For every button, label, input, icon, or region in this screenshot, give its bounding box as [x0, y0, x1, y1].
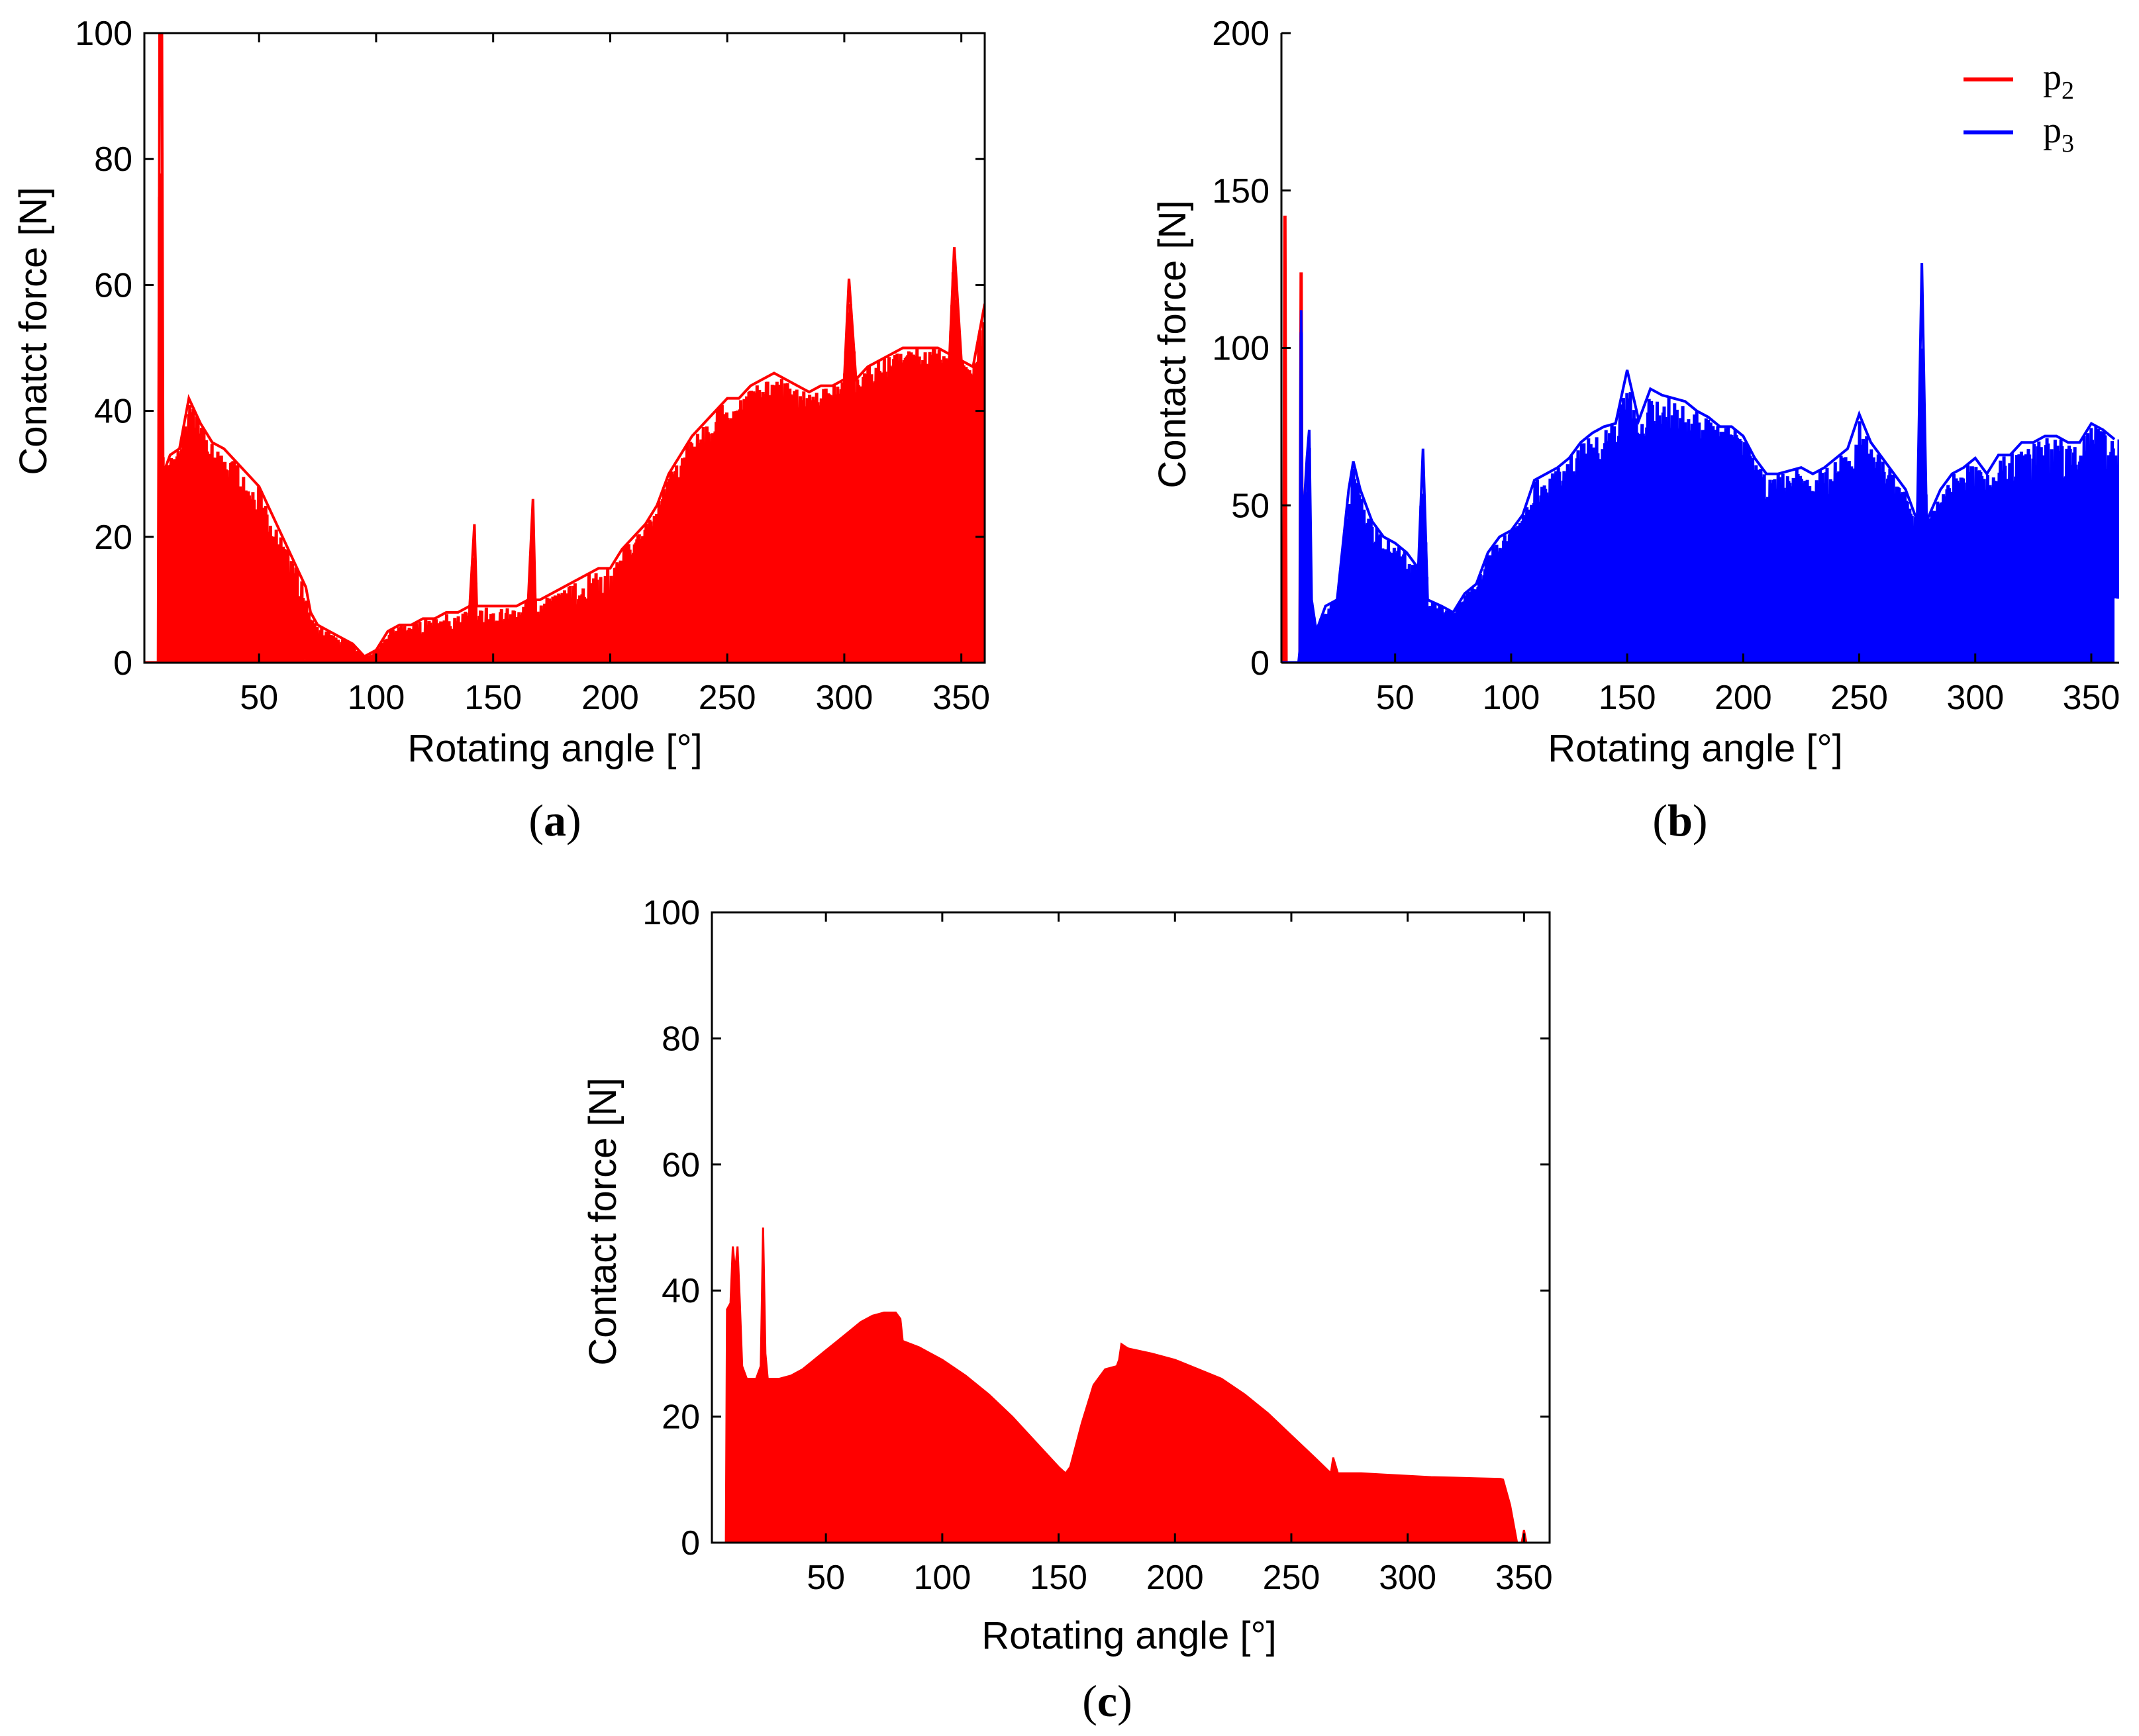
plot-area-b [1281, 215, 2119, 663]
axes-box-c [711, 911, 1551, 1544]
x-tick-label-a-250: 250 [699, 679, 756, 717]
y-tick-label-a-20: 20 [94, 518, 132, 557]
x-tick-label-a-350: 350 [932, 679, 990, 717]
y-tick-label-c-80: 80 [662, 1020, 700, 1058]
x-tick-label-c-300: 300 [1379, 1559, 1436, 1597]
x-axis-label-c: Rotating angle [°] [981, 1614, 1277, 1657]
x-tick-label-b-50: 50 [1376, 679, 1415, 717]
x-axis-label-b: Rotating angle [°] [1548, 727, 1843, 770]
x-tick-label-a-200: 200 [581, 679, 639, 717]
x-tick-label-b-150: 150 [1599, 679, 1656, 717]
panel-label-b: (b) [1652, 795, 1707, 845]
panel-label-b-open: ( [1652, 795, 1667, 845]
y-tick-label-c-20: 20 [662, 1398, 700, 1437]
y-tick-label-c-40: 40 [662, 1272, 700, 1310]
x-tick-label-b-350: 350 [2063, 679, 2120, 717]
y-tick-label-b-50: 50 [1231, 487, 1269, 525]
y-tick-label-a-0: 0 [113, 644, 132, 683]
plot-area-a [144, 33, 985, 663]
y-tick-label-b-0: 0 [1250, 644, 1269, 683]
x-tick-label-c-200: 200 [1146, 1559, 1204, 1597]
x-tick-label-c-250: 250 [1263, 1559, 1320, 1597]
y-tick-label-c-100: 100 [642, 894, 700, 932]
series-b-p3-base-fill [1281, 521, 2114, 663]
series-c-contact-force-area [712, 1227, 1550, 1543]
x-tick-label-b-300: 300 [1946, 679, 2004, 717]
x-tick-label-c-150: 150 [1030, 1559, 1087, 1597]
y-axis-label-c: Contact force [N] [581, 1077, 624, 1365]
x-axis-label-a: Rotating angle [°] [407, 727, 703, 770]
series-group-a [144, 33, 985, 663]
ticks-a: 50 100 150 200 250 300 350 0 20 40 60 80 100 [75, 15, 990, 717]
series-a-contact-force-base-fill [144, 398, 985, 663]
panel-label-a-open: ( [528, 795, 544, 845]
y-tick-label-b-150: 150 [1212, 172, 1269, 211]
x-tick-label-c-50: 50 [807, 1559, 845, 1597]
panel-label-a-close: ) [566, 795, 581, 845]
y-tick-label-a-100: 100 [75, 15, 132, 53]
panel-a: 50 100 150 200 250 300 350 0 20 40 60 80 100 Rotatin… [12, 15, 990, 845]
y-tick-label-a-40: 40 [94, 393, 132, 431]
series-a-contact-force-envelope [144, 33, 985, 663]
y-tick-label-a-60: 60 [94, 266, 132, 305]
x-tick-label-a-50: 50 [240, 679, 278, 717]
panel-label-c-open: ( [1082, 1676, 1097, 1726]
panel-label-c: (c) [1082, 1676, 1132, 1726]
legend-b: p2 p3 [1964, 57, 2074, 158]
plot-area-c [712, 1227, 1550, 1543]
x-tick-label-a-300: 300 [816, 679, 873, 717]
panel-label-c-letter: c [1097, 1676, 1117, 1726]
x-tick-label-b-100: 100 [1483, 679, 1540, 717]
y-tick-label-b-200: 200 [1212, 15, 1269, 53]
legend-label-p3: p3 [2043, 110, 2074, 158]
panel-b: 50 100 150 200 250 300 350 0 50 100 150 200 Rotatin… [1151, 15, 2120, 845]
y-tick-label-a-80: 80 [94, 140, 132, 179]
panel-label-b-letter: b [1667, 795, 1693, 845]
series-group-c [712, 1227, 1550, 1543]
x-tick-label-c-350: 350 [1495, 1559, 1553, 1597]
legend-label-p2: p2 [2043, 57, 2074, 105]
axes-box-a [143, 32, 986, 664]
series-b-p3-oscillation [1281, 332, 2119, 663]
x-tick-label-b-250: 250 [1830, 679, 1888, 717]
x-tick-label-a-150: 150 [464, 679, 522, 717]
panel-label-c-close: ) [1117, 1676, 1132, 1726]
y-tick-label-b-100: 100 [1212, 330, 1269, 368]
x-tick-label-b-200: 200 [1715, 679, 1772, 717]
ticks-b: 50 100 150 200 250 300 350 0 50 100 150 200 [1212, 15, 2120, 717]
panel-label-a: (a) [528, 795, 581, 845]
y-tick-label-c-0: 0 [681, 1524, 700, 1563]
x-tick-label-a-100: 100 [348, 679, 405, 717]
ticks-c: 50 100 150 200 250 300 350 0 20 40 60 80 100 [642, 894, 1552, 1597]
series-group-b [1281, 215, 2119, 663]
y-axis-label-a: Conatct force [N] [12, 187, 55, 475]
x-tick-label-c-100: 100 [913, 1559, 971, 1597]
panel-label-b-close: ) [1693, 795, 1708, 845]
panel-label-a-letter: a [544, 795, 566, 845]
y-axis-label-b: Contact force [N] [1151, 200, 1194, 488]
series-b-p3-envelope [1281, 263, 2116, 663]
panel-c: 50 100 150 200 250 300 350 0 20 40 60 80 100 Rotatin… [581, 894, 1553, 1726]
y-tick-label-c-60: 60 [662, 1146, 700, 1184]
